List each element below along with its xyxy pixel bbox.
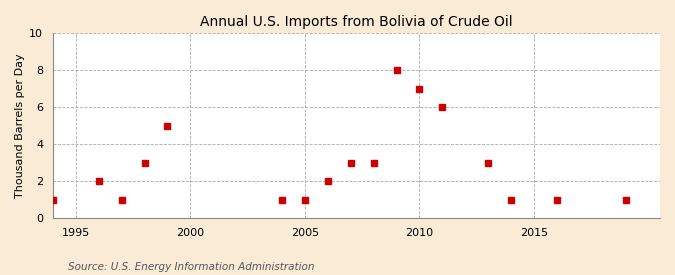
Title: Annual U.S. Imports from Bolivia of Crude Oil: Annual U.S. Imports from Bolivia of Crud…	[200, 15, 513, 29]
Y-axis label: Thousand Barrels per Day: Thousand Barrels per Day	[15, 53, 25, 198]
Text: Source: U.S. Energy Information Administration: Source: U.S. Energy Information Administ…	[68, 262, 314, 272]
